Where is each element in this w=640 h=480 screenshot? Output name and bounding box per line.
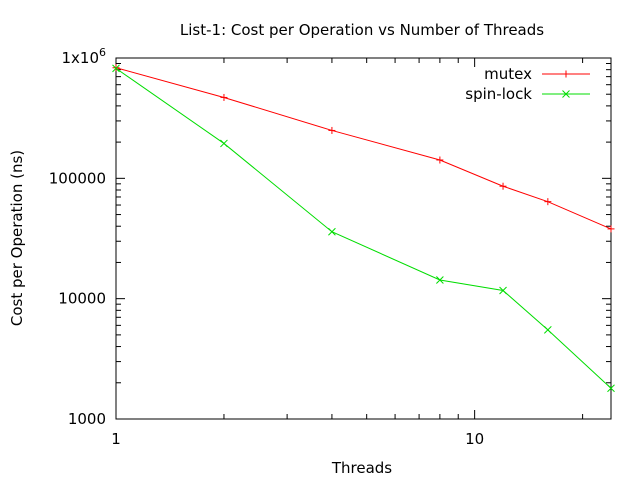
data-point-spin-lock [436,276,444,284]
series-line-mutex [115,67,612,230]
data-point-mutex [499,182,507,190]
data-point-mutex [607,225,615,233]
data-point-mutex [544,198,552,206]
series-line-spin-lock [115,67,612,389]
data-point-spin-lock [112,64,120,73]
data-point-spin-lock [220,139,228,148]
data-point-spin-lock [607,384,615,393]
legend-label-spin-lock: spin-lock [465,85,532,103]
legend: mutex spin-lock [465,65,590,103]
data-point-mutex [328,126,336,134]
y-tick-label: 10000 [58,290,106,308]
axis-ticks: 1 10 1000 10000 100000 1x106 [49,46,611,448]
x-tick-label: 1 [111,430,121,448]
legend-marker-spin-lock [562,90,570,98]
y-tick-label: 100000 [49,169,106,187]
y-tick-label: 1x106 [61,46,106,67]
plot-frame [115,57,612,420]
y-tick-label: 1000 [68,410,106,428]
series-layer [112,64,615,393]
legend-label-mutex: mutex [484,65,532,83]
data-point-mutex [436,156,444,164]
data-point-mutex [220,93,228,101]
chart-title: List-1: Cost per Operation vs Number of … [180,21,544,39]
data-point-spin-lock [499,286,507,295]
legend-marker-mutex [562,70,570,78]
data-point-spin-lock [543,326,552,334]
data-point-spin-lock [328,227,336,236]
x-axis-label: Threads [331,459,392,477]
y-axis-label: Cost per Operation (ns) [8,150,26,326]
x-tick-label: 10 [465,430,484,448]
